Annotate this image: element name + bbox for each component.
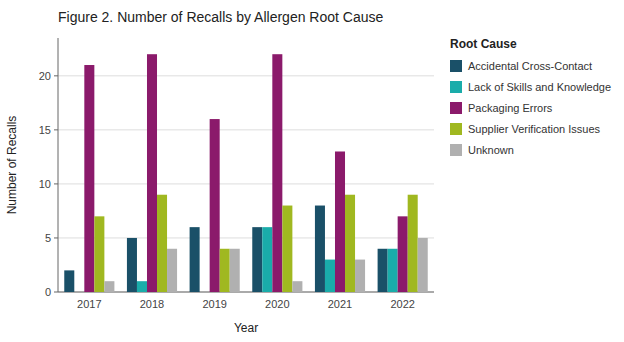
bar <box>325 260 335 292</box>
legend-label: Lack of Skills and Knowledge <box>468 81 611 93</box>
x-tick-label: 2022 <box>390 298 414 310</box>
grid-line <box>58 237 434 238</box>
bar <box>252 227 262 292</box>
x-axis-label: Year <box>234 321 258 335</box>
grid-line <box>58 129 434 130</box>
y-axis-line <box>58 38 59 292</box>
bar <box>64 270 74 292</box>
bar <box>167 249 177 292</box>
bar <box>94 216 104 292</box>
x-tick-label: 2019 <box>202 298 226 310</box>
legend-swatch <box>450 81 462 93</box>
bar <box>210 119 220 292</box>
legend-label: Supplier Verification Issues <box>468 123 601 135</box>
y-tick <box>54 292 58 293</box>
bar <box>200 292 210 293</box>
bar <box>355 260 365 292</box>
bar <box>408 195 418 292</box>
bar <box>220 249 230 292</box>
legend-swatch <box>450 102 462 114</box>
y-tick <box>54 237 58 238</box>
bar <box>345 195 355 292</box>
bar <box>84 65 94 292</box>
bar <box>127 238 137 292</box>
bar <box>282 206 292 292</box>
bar <box>190 227 200 292</box>
title: Figure 2. Number of Recalls by Allergen … <box>58 9 383 25</box>
y-tick <box>54 183 58 184</box>
bar <box>74 292 84 293</box>
bar <box>315 206 325 292</box>
bar <box>137 281 147 292</box>
y-tick-label: 0 <box>45 286 51 298</box>
y-tick <box>54 75 58 76</box>
y-tick-label: 15 <box>39 124 51 136</box>
grid-line <box>58 75 434 76</box>
bar <box>272 54 282 292</box>
grid-line <box>58 183 434 184</box>
y-tick-label: 5 <box>45 232 51 244</box>
bar <box>147 54 157 292</box>
y-tick-label: 10 <box>39 178 51 190</box>
legend-title: Root Cause <box>450 37 517 51</box>
bar <box>378 249 388 292</box>
bar <box>398 216 408 292</box>
x-tick-label: 2018 <box>140 298 164 310</box>
x-tick-label: 2021 <box>328 298 352 310</box>
y-grid: 0 5 10 15 20 <box>39 70 434 298</box>
bar <box>335 151 345 292</box>
legend-swatch <box>450 144 462 156</box>
bar <box>104 281 114 292</box>
x-tick-label: 2017 <box>77 298 101 310</box>
y-tick <box>54 129 58 130</box>
bar <box>388 249 398 292</box>
bar <box>292 281 302 292</box>
legend-swatch <box>450 123 462 135</box>
y-axis-label: Number of Recalls <box>5 116 19 215</box>
bar <box>157 195 167 292</box>
bar <box>230 249 240 292</box>
y-tick-label: 20 <box>39 70 51 82</box>
chart: Figure 2. Number of Recalls by Allergen … <box>0 0 624 342</box>
x-tick-label: 2020 <box>265 298 289 310</box>
bars <box>64 54 427 292</box>
legend-swatch <box>450 60 462 72</box>
legend-label: Unknown <box>468 144 514 156</box>
legend-label: Packaging Errors <box>468 102 553 114</box>
bar <box>418 238 428 292</box>
legend-label: Accidental Cross-Contact <box>468 60 592 72</box>
legend: Root Cause Accidental Cross-Contact Lack o… <box>450 37 611 156</box>
bar <box>262 227 272 292</box>
